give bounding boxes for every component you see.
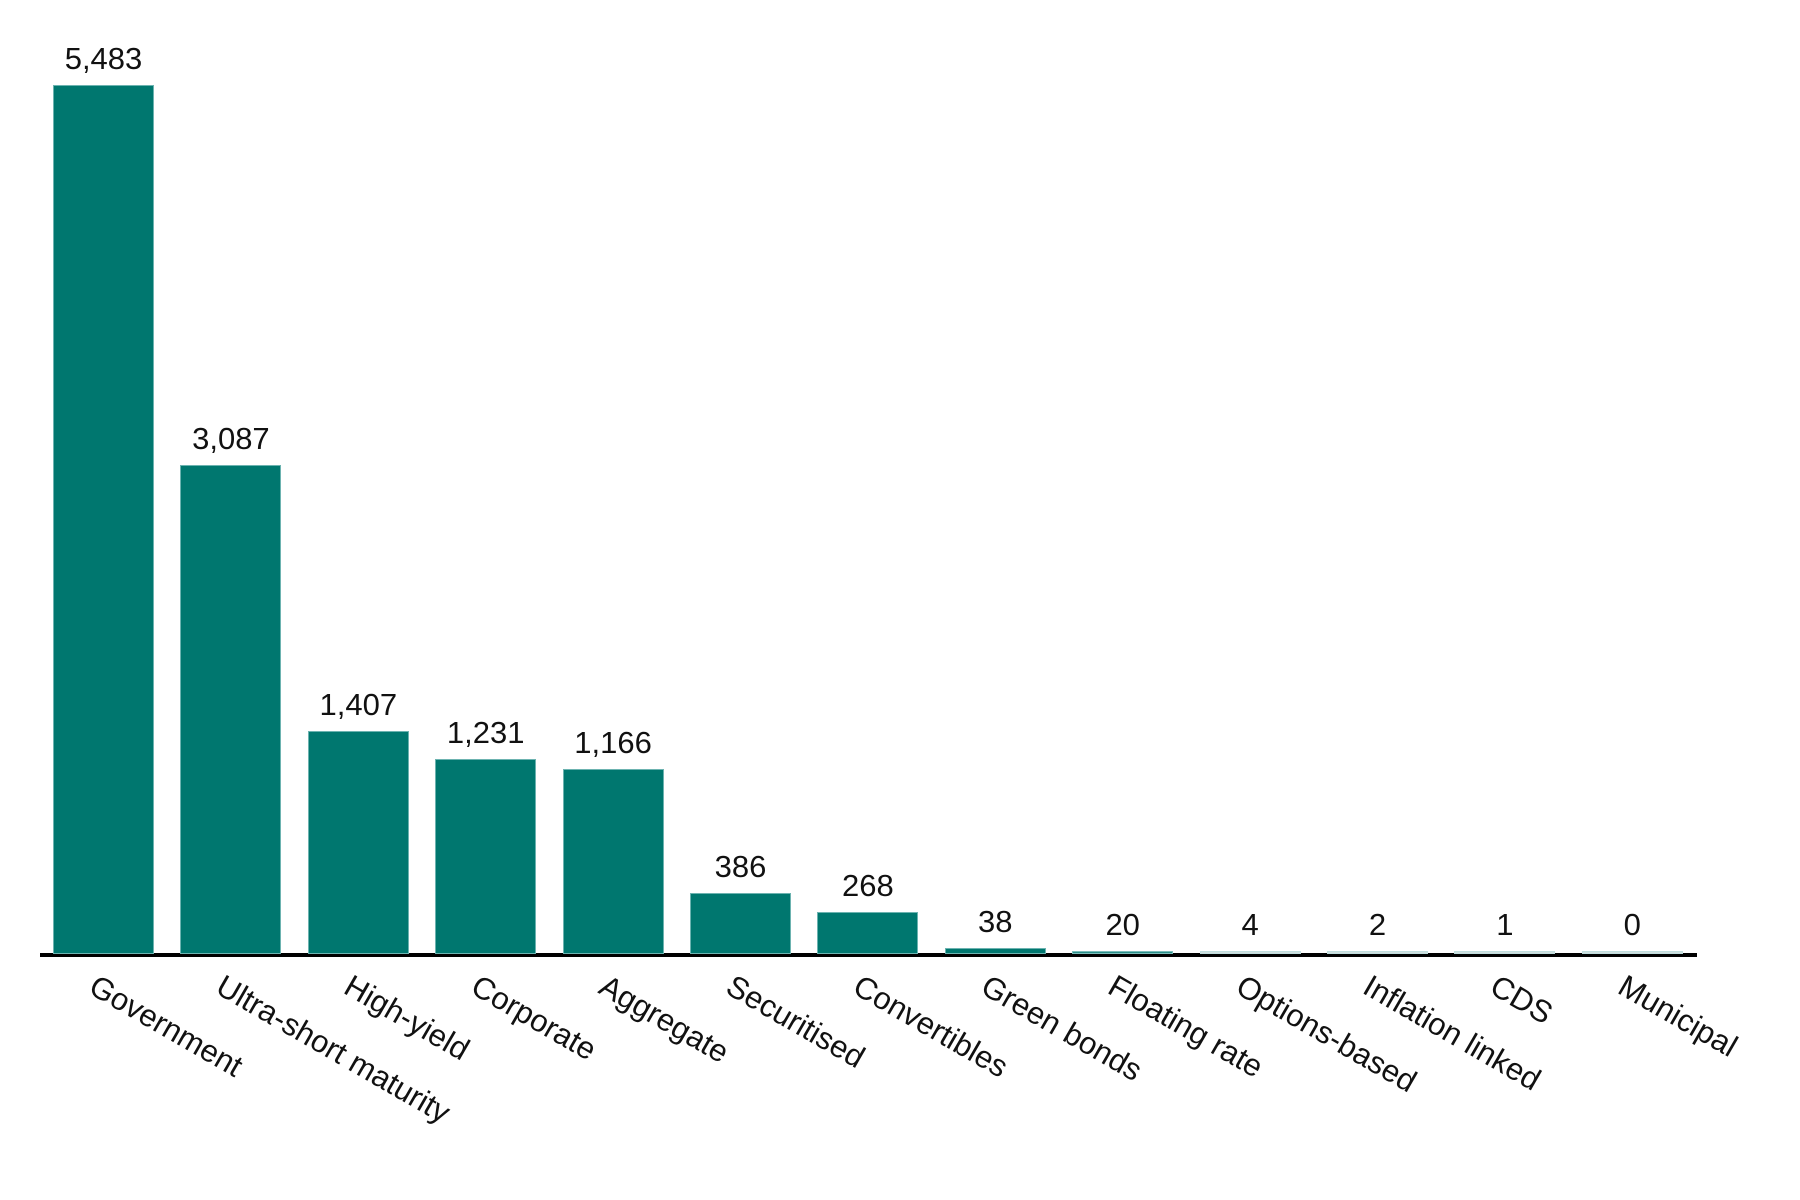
bar — [180, 465, 282, 954]
x-axis-line — [40, 953, 1697, 957]
category-label: CDS — [1484, 968, 1560, 1032]
bar — [307, 731, 409, 954]
bar — [1072, 951, 1174, 954]
bar — [562, 769, 664, 954]
value-label: 1,166 — [574, 725, 652, 760]
value-label: 1,231 — [446, 715, 525, 750]
bar — [690, 893, 791, 954]
bar — [1581, 951, 1683, 954]
value-label: 0 — [1623, 907, 1641, 942]
bar — [1199, 951, 1301, 954]
value-label: 1,407 — [319, 687, 398, 722]
value-label: 4 — [1241, 907, 1259, 942]
value-label: 20 — [1105, 907, 1140, 942]
value-label: 2 — [1368, 907, 1387, 942]
value-label: 268 — [842, 868, 894, 903]
bar — [1327, 951, 1428, 954]
value-label: 3,087 — [192, 421, 270, 456]
category-label: Corporate — [465, 968, 603, 1068]
bar — [53, 85, 154, 954]
bar — [817, 912, 919, 954]
value-label: 386 — [714, 849, 767, 884]
value-label: 38 — [978, 904, 1013, 939]
value-label: 1 — [1496, 907, 1514, 942]
bar — [944, 948, 1046, 954]
bar — [435, 759, 537, 954]
category-label: Securitised — [720, 968, 871, 1075]
category-label: Ultra-short maturity — [210, 968, 457, 1131]
value-label: 5,483 — [64, 41, 143, 76]
category-label: Municipal — [1612, 968, 1744, 1064]
category-label: Aggregate — [593, 968, 735, 1070]
bar — [1454, 951, 1556, 954]
